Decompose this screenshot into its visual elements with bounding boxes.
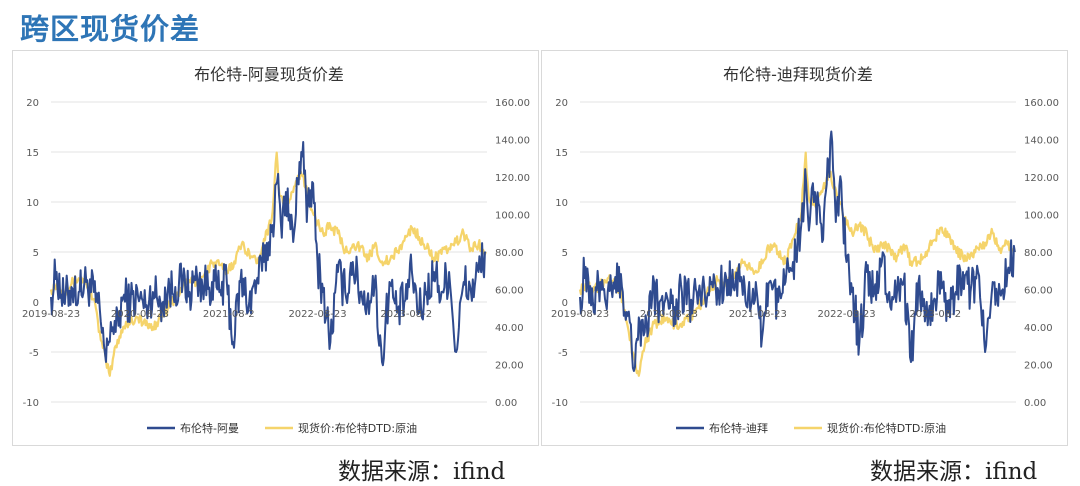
y-right-tick-label: 160.00 [1024,98,1059,109]
page-title: 跨区现货价差 [20,12,201,46]
series-line-price [49,151,487,377]
x-tick-label: 2021-08-23 [729,309,787,320]
data-source-left: 数据来源：ifind [338,459,506,485]
data-source-right: 数据来源：ifind [870,459,1038,485]
y-right-tick-label: 120.00 [1024,173,1059,184]
x-tick-label: 2019-08-23 [551,309,609,320]
y-left-tick-label: -10 [23,398,39,409]
y-right-tick-label: 100.00 [1024,211,1059,222]
y-right-tick-label: 140.00 [495,136,530,147]
series-line-spread [579,130,1016,372]
x-tick-label: 2022-08-23 [288,309,346,320]
y-right-tick-label: 80.00 [1024,248,1053,259]
x-tick-label: 2023-08-2 [380,309,432,320]
y-left-tick-label: 20 [555,98,568,109]
y-left-tick-label: 0 [562,298,568,309]
y-left-tick-label: 10 [555,198,568,209]
chart-title: 布伦特-阿曼现货价差 [194,65,344,84]
legend-label: 布伦特-迪拜 [709,421,768,435]
y-left-tick-label: -10 [552,398,568,409]
chart-panel-brent-oman: 布伦特-阿曼现货价差 20 15 10 5 0 -5 -10 160.00 140.00 120.0… [12,50,539,446]
y-right-tick-label: 60.00 [1024,286,1053,297]
x-tick-label: 2022-08-23 [817,309,875,320]
y-left-tick-label: 20 [26,98,39,109]
y-left-tick-label: 10 [26,198,39,209]
y-right-tick-label: 20.00 [1024,361,1053,372]
chart-panel-brent-dubai: 布伦特-迪拜现货价差 20 15 10 5 0 -5 -10 160.00 140.00 120.0… [541,50,1068,446]
y-right-tick-label: 100.00 [495,211,530,222]
y-right-tick-label: 0.00 [495,398,517,409]
y-right-tick-label: 160.00 [495,98,530,109]
y-left-tick-label: 5 [33,248,39,259]
chart-svg: 布伦特-迪拜现货价差 20 15 10 5 0 -5 -10 160.00 140.00 120.0… [551,65,1059,435]
x-tick-label: 2023-08-2 [909,309,961,320]
y-left-tick-label: 5 [562,248,568,259]
x-tick-label: 2021-08-2 [203,309,255,320]
y-left-tick-label: 0 [33,298,39,309]
legend-label: 现货价:布伦特DTD:原油 [827,421,946,435]
series-line-price [578,151,1016,377]
y-left-tick-label: -5 [29,348,39,359]
y-left-tick-label: 15 [555,148,568,159]
x-tick-label: 2020-08-23 [111,309,169,320]
y-right-tick-label: 40.00 [495,323,524,334]
x-tick-label: 2020-08-23 [640,309,698,320]
x-tick-label: 2019-08-23 [22,309,80,320]
legend-label: 布伦特-阿曼 [180,421,239,435]
y-right-tick-label: 60.00 [495,286,524,297]
y-right-tick-label: 0.00 [1024,398,1046,409]
y-right-tick-label: 80.00 [495,248,524,259]
series-line-spread [50,141,487,367]
legend-label: 现货价:布伦特DTD:原油 [298,421,417,435]
chart-svg: 布伦特-阿曼现货价差 20 15 10 5 0 -5 -10 160.00 140.00 120.0… [22,65,530,435]
y-right-tick-label: 40.00 [1024,323,1053,334]
y-left-tick-label: 15 [26,148,39,159]
y-right-tick-label: 120.00 [495,173,530,184]
chart-title: 布伦特-迪拜现货价差 [723,65,873,84]
y-right-tick-label: 20.00 [495,361,524,372]
y-left-tick-label: -5 [558,348,568,359]
y-right-tick-label: 140.00 [1024,136,1059,147]
